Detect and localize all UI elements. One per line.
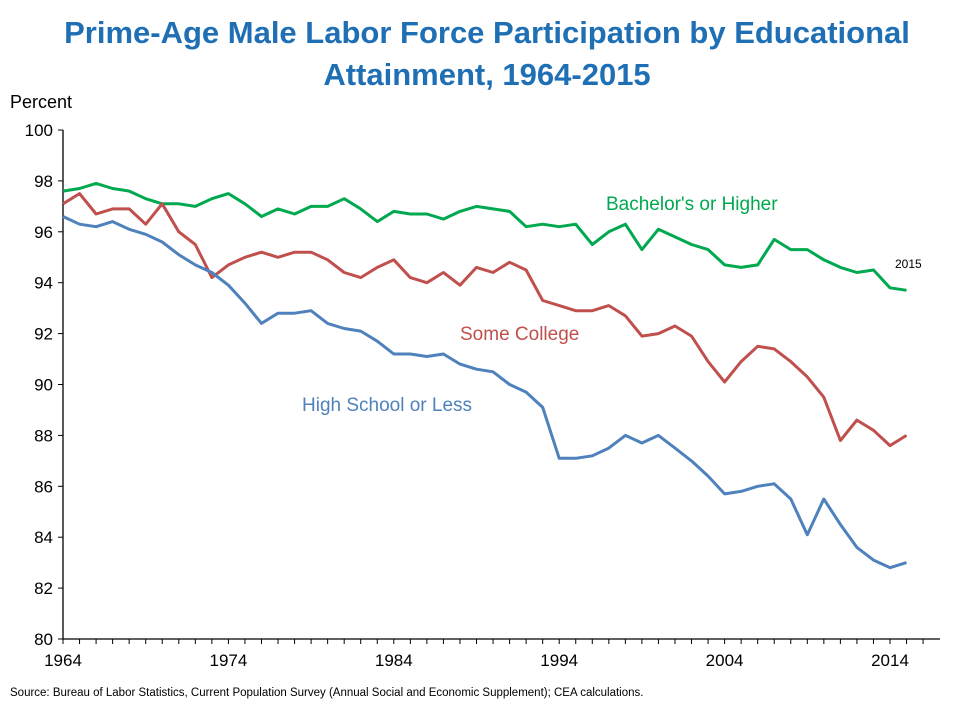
y-tick-label: 80 bbox=[34, 630, 53, 649]
annotation-2015: 2015 bbox=[895, 257, 922, 271]
y-axis-label: Percent bbox=[10, 92, 72, 112]
series-line-high-school-or-less bbox=[62, 215, 907, 570]
y-tick-label: 100 bbox=[25, 121, 53, 140]
y-tick-label: 86 bbox=[34, 477, 53, 496]
series-label-some-college: Some College bbox=[460, 324, 579, 345]
y-tick-label: 94 bbox=[34, 274, 53, 293]
y-tick-label: 82 bbox=[34, 579, 53, 598]
series-label-high-school: High School or Less bbox=[302, 395, 472, 416]
y-tick-label: 92 bbox=[34, 325, 53, 344]
x-tick-label: 2004 bbox=[706, 651, 744, 670]
y-tick-label: 90 bbox=[34, 376, 53, 395]
x-tick-label: 1964 bbox=[44, 651, 82, 670]
y-tick-label: 88 bbox=[34, 426, 53, 445]
series-line-some-college bbox=[62, 192, 908, 448]
y-tick-label: 96 bbox=[34, 223, 53, 242]
x-tick-label: 2014 bbox=[871, 651, 909, 670]
chart-title-line-1: Prime-Age Male Labor Force Participation… bbox=[64, 15, 910, 50]
x-tick-label: 1974 bbox=[209, 651, 247, 670]
chart-title-line-2: Attainment, 1964-2015 bbox=[323, 57, 651, 92]
chart-title: Prime-Age Male Labor Force Participation… bbox=[0, 12, 974, 96]
x-tick-label: 1994 bbox=[540, 651, 578, 670]
source-note: Source: Bureau of Labor Statistics, Curr… bbox=[10, 687, 644, 699]
series-line-bachelor-s-or-higher bbox=[62, 181, 907, 292]
y-tick-label: 84 bbox=[34, 528, 53, 547]
y-tick-label: 98 bbox=[34, 172, 53, 191]
x-tick-label: 1984 bbox=[375, 651, 413, 670]
series-label-bachelors: Bachelor's or Higher bbox=[606, 194, 778, 215]
